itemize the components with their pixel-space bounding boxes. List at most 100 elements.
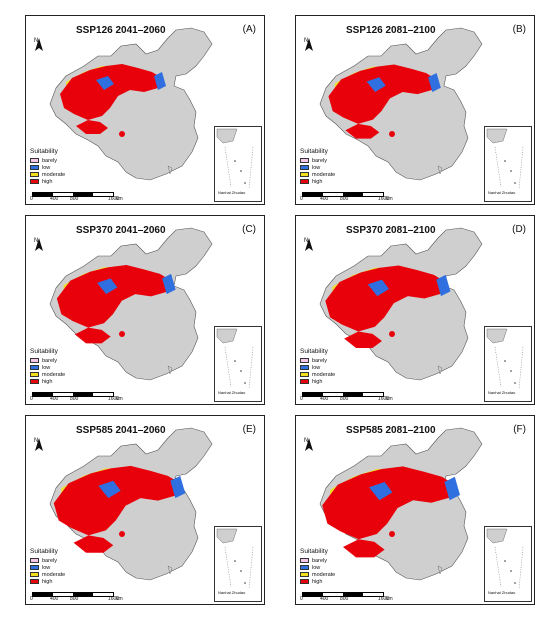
panel-label: (E)	[242, 424, 256, 435]
island	[167, 565, 173, 575]
legend-label: barely	[42, 557, 57, 564]
legend-label: moderate	[42, 171, 66, 178]
north-arrow-icon: N	[304, 38, 313, 51]
legend-label: barely	[312, 157, 327, 164]
legend-label: high	[312, 178, 323, 185]
map-panel: SSP126 2081–2100 (B) N Suitability barel…	[295, 15, 535, 205]
legend-title: Suitability	[30, 348, 58, 355]
legend-item: barely	[300, 357, 335, 364]
legend-label: moderate	[42, 571, 66, 578]
legend-label: barely	[42, 157, 57, 164]
panel-label: (C)	[242, 224, 256, 235]
legend-swatch	[300, 158, 309, 163]
low-region	[97, 278, 118, 295]
high-region	[73, 535, 114, 553]
legend-item: moderate	[300, 371, 335, 378]
legend-label: high	[312, 578, 323, 585]
legend-swatch	[30, 172, 39, 177]
map-svg	[49, 227, 213, 381]
legend-swatch	[30, 165, 39, 170]
legend-label: high	[42, 578, 53, 585]
low-region	[436, 274, 451, 297]
panel-label: (D)	[512, 224, 526, 235]
island	[167, 165, 173, 175]
inset-label: Nanhai Zhudao	[488, 590, 516, 595]
legend-item: low	[300, 164, 335, 171]
island	[437, 365, 443, 375]
legend-item: low	[300, 364, 335, 371]
legend-item: low	[30, 364, 65, 371]
legend-swatch	[30, 565, 39, 570]
legend-label: low	[42, 564, 51, 571]
high-region	[56, 264, 172, 328]
inset-map: Nanhai Zhudao	[484, 326, 532, 402]
legend-item: moderate	[30, 371, 65, 378]
legend-label: moderate	[312, 171, 336, 178]
north-arrow-icon: N	[34, 438, 43, 451]
panel-label: (B)	[512, 24, 526, 35]
legend-swatch	[300, 579, 309, 584]
panel-label: (F)	[513, 424, 526, 435]
legend-label: barely	[312, 557, 327, 564]
legend-label: high	[42, 178, 53, 185]
low-region	[170, 475, 186, 499]
legend-item: low	[30, 164, 65, 171]
legend: Suitability barely low moderate high	[30, 148, 65, 185]
legend-swatch	[30, 572, 39, 577]
legend-label: low	[312, 564, 321, 571]
legend-label: high	[312, 378, 323, 385]
legend-label: barely	[312, 357, 327, 364]
legend-item: high	[30, 578, 65, 585]
legend-label: low	[42, 364, 51, 371]
legend-item: low	[30, 564, 65, 571]
low-region	[154, 72, 166, 90]
inset-label: Nanhai Zhudao	[488, 390, 516, 395]
north-arrow-icon: N	[34, 38, 43, 51]
inset-label: Nanhai Zhudao	[218, 390, 246, 395]
high-spot	[119, 531, 125, 537]
map-svg	[319, 427, 483, 581]
map-panel: SSP585 2041–2060 (E) N Suitability barel…	[25, 415, 265, 605]
map-panel: SSP370 2081–2100 (D) N Suitability barel…	[295, 215, 535, 405]
scale-bar: 0 400 800 1600 km	[300, 192, 402, 203]
high-region	[322, 466, 455, 540]
legend-item: high	[300, 578, 335, 585]
inset-label: Nanhai Zhudao	[218, 190, 246, 195]
legend-label: moderate	[312, 571, 336, 578]
legend-title: Suitability	[300, 348, 328, 355]
map-svg	[319, 27, 483, 181]
legend: Suitability barely low moderate high	[30, 348, 65, 385]
high-region	[344, 331, 382, 349]
high-spot	[119, 331, 125, 337]
low-region	[162, 273, 176, 295]
china-outline	[49, 27, 213, 181]
map-panel: SSP585 2081–2100 (F) N Suitability barel…	[295, 415, 535, 605]
inset-map: Nanhai Zhudao	[214, 326, 262, 402]
island	[437, 165, 443, 175]
north-arrow-icon: N	[304, 438, 313, 451]
low-region	[98, 480, 121, 499]
legend: Suitability barely low moderate high	[300, 148, 335, 185]
legend-item: barely	[300, 157, 335, 164]
legend: Suitability barely low moderate high	[300, 348, 335, 385]
inset-label: Nanhai Zhudao	[488, 190, 516, 195]
low-region	[96, 76, 114, 90]
inset-label: Nanhai Zhudao	[218, 590, 246, 595]
map-panel: SSP370 2041–2060 (C) N Suitability barel…	[25, 215, 265, 405]
high-region	[60, 64, 162, 120]
legend-swatch	[30, 558, 39, 563]
legend-label: moderate	[42, 371, 66, 378]
high-spot	[389, 331, 395, 337]
high-region	[76, 120, 108, 134]
legend-title: Suitability	[30, 148, 58, 155]
china-outline	[319, 227, 483, 381]
legend-swatch	[30, 179, 39, 184]
legend-swatch	[30, 158, 39, 163]
high-region	[328, 64, 437, 124]
legend-item: moderate	[300, 571, 335, 578]
legend-label: low	[312, 364, 321, 371]
legend-title: Suitability	[300, 548, 328, 555]
high-region	[343, 539, 385, 558]
legend-swatch	[30, 358, 39, 363]
map-svg	[319, 227, 483, 381]
